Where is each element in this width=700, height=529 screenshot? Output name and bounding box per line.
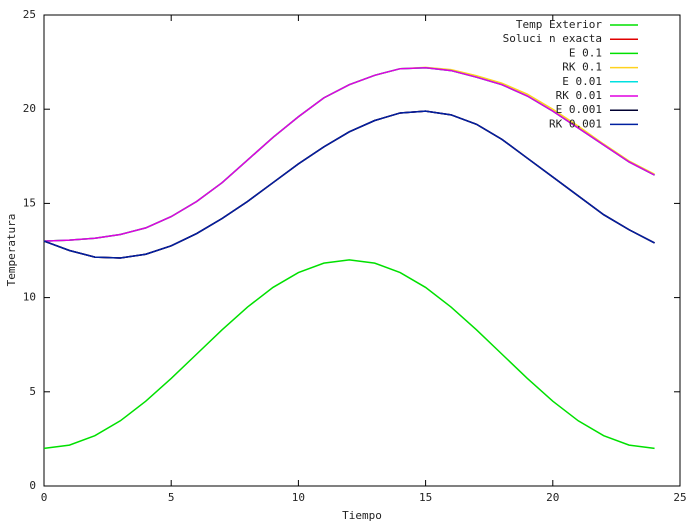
x-tick-label: 5 xyxy=(168,491,175,504)
legend-label: E 0.1 xyxy=(569,46,602,59)
y-tick-label: 5 xyxy=(29,385,36,398)
series-line xyxy=(43,110,655,259)
plot-frame xyxy=(43,14,681,487)
x-tick-label: 0 xyxy=(41,491,48,504)
legend-label: E 0.001 xyxy=(556,103,602,116)
y-tick-label: 15 xyxy=(23,196,36,209)
x-tick-label: 20 xyxy=(546,491,559,504)
y-tick-label: 10 xyxy=(23,291,36,304)
x-axis-label: Tiempo xyxy=(342,509,382,522)
x-tick-label: 10 xyxy=(292,491,305,504)
y-axis-label: Temperatura xyxy=(5,214,18,287)
legend-label: RK 0.1 xyxy=(562,61,602,74)
series-line xyxy=(43,67,655,242)
legend-label: Temp Exterior xyxy=(516,18,602,31)
legend-label: RK 0.01 xyxy=(556,89,602,102)
legend-label: RK 0.001 xyxy=(549,117,602,130)
legend-label: E 0.01 xyxy=(562,75,602,88)
series-line xyxy=(43,259,655,450)
x-tick-label: 15 xyxy=(419,491,432,504)
legend-label: Soluci n exacta xyxy=(503,32,602,45)
y-tick-label: 20 xyxy=(23,102,36,115)
y-tick-label: 25 xyxy=(23,8,36,21)
y-tick-label: 0 xyxy=(29,479,36,492)
x-tick-label: 25 xyxy=(673,491,686,504)
